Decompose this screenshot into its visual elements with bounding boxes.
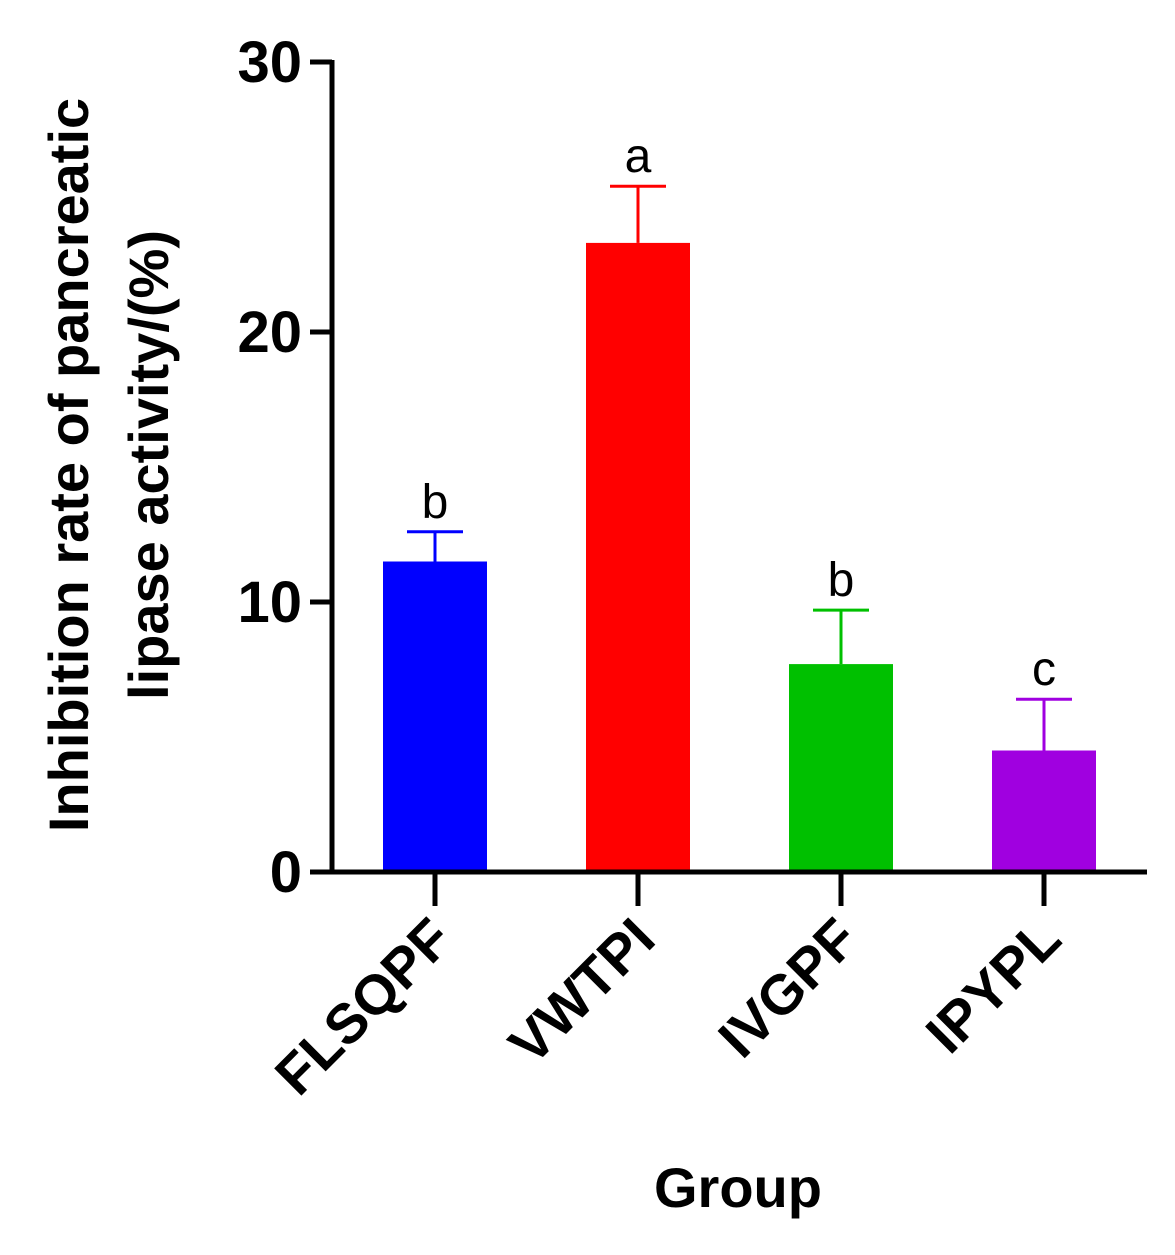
y-tick-label: 30 bbox=[237, 30, 302, 95]
y-axis-title-line2: lipase activity/(%) bbox=[117, 230, 180, 700]
y-tick-label: 0 bbox=[270, 840, 302, 905]
x-axis-title: Group bbox=[654, 1156, 822, 1219]
x-tick-label-ipypl: IPYPL bbox=[914, 906, 1073, 1065]
x-tick-label-vwtpi: VWTPI bbox=[497, 906, 667, 1076]
bar-ivgpf bbox=[789, 664, 893, 872]
significance-label-vwtpi: a bbox=[625, 130, 652, 183]
y-axis-title-line1: Inhibition rate of pancreatic bbox=[37, 98, 100, 832]
x-axis: FLSQPF VWTPI IVGPF IPYPL bbox=[263, 869, 1147, 1107]
significance-label-ivgpf: b bbox=[828, 554, 855, 607]
significance-label-flsqpf: b bbox=[422, 476, 449, 529]
y-tick-label: 20 bbox=[237, 300, 302, 365]
bar-flsqpf bbox=[383, 561, 487, 872]
significance-label-ipypl: c bbox=[1032, 643, 1056, 696]
x-tick-label-ivgpf: IVGPF bbox=[706, 906, 869, 1069]
bar-ipypl bbox=[992, 750, 1096, 872]
y-axis-title: Inhibition rate of pancreatic lipase act… bbox=[37, 98, 180, 832]
x-tick-label-flsqpf: FLSQPF bbox=[263, 906, 464, 1107]
y-axis: 0 10 20 30 bbox=[237, 30, 335, 905]
bar-vwtpi bbox=[586, 242, 690, 872]
bars-group: b a b c bbox=[383, 130, 1096, 872]
y-tick-label: 10 bbox=[237, 570, 302, 635]
